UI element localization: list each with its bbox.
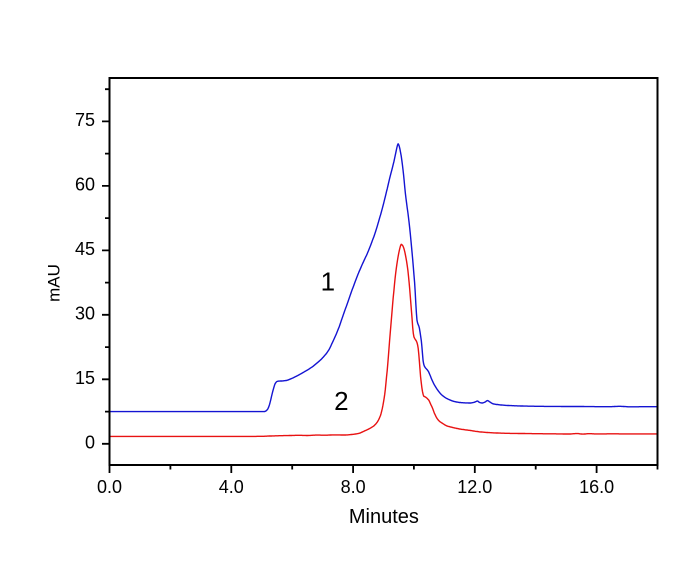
svg-text:0: 0	[85, 433, 95, 453]
svg-text:2: 2	[334, 386, 348, 416]
svg-text:75: 75	[75, 110, 95, 130]
svg-text:45: 45	[75, 239, 95, 259]
svg-text:1: 1	[321, 267, 335, 297]
svg-text:0.0: 0.0	[97, 477, 122, 497]
svg-text:16.0: 16.0	[579, 477, 614, 497]
svg-text:12.0: 12.0	[457, 477, 492, 497]
svg-text:mAU: mAU	[45, 264, 64, 302]
svg-text:15: 15	[75, 368, 95, 388]
svg-text:4.0: 4.0	[219, 477, 244, 497]
svg-text:30: 30	[75, 304, 95, 324]
svg-text:60: 60	[75, 175, 95, 195]
svg-text:Minutes: Minutes	[349, 506, 419, 528]
svg-text:8.0: 8.0	[341, 477, 366, 497]
